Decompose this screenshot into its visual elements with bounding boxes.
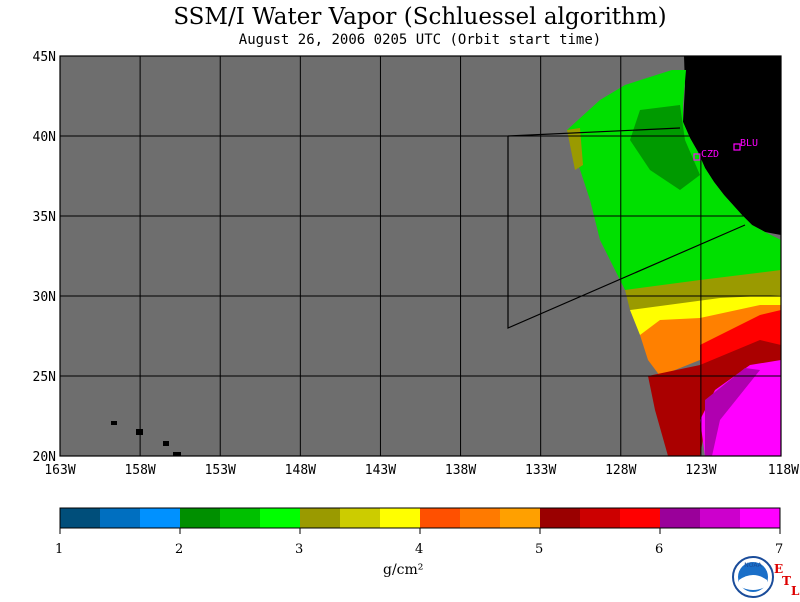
lon-tick-label: 143W <box>365 463 396 478</box>
swath-purple <box>705 368 760 456</box>
lon-tick-label: 123W <box>685 463 716 478</box>
colorbar-swatch <box>60 508 101 528</box>
colorbar-swatch <box>700 508 741 528</box>
lat-tick-label: 20N <box>33 450 56 465</box>
colorbar-swatch <box>340 508 381 528</box>
colorbar-swatch <box>580 508 621 528</box>
flight-track <box>507 136 746 329</box>
colorbar-swatch <box>380 508 421 528</box>
map-frame <box>59 55 782 457</box>
colorbar-swatch <box>540 508 581 528</box>
colorbar-swatch <box>220 508 261 528</box>
latitude-labels: 45N 40N 35N 30N 25N 20N <box>33 50 56 465</box>
colorbar-tick-label: 2 <box>175 542 184 557</box>
land-north-america <box>683 56 781 235</box>
colorbar-tick-label: 5 <box>535 542 544 557</box>
noaa-logo: NOAA <box>732 556 774 602</box>
colorbar-swatch <box>260 508 301 528</box>
lon-tick-label: 163W <box>44 463 75 478</box>
lon-tick-label: 158W <box>124 463 155 478</box>
lon-tick-label: 148W <box>285 463 316 478</box>
noaa-logo-text: NOAA <box>744 562 762 569</box>
colorbar-unit: g/cm² <box>383 562 424 578</box>
colorbar-frame <box>59 507 781 529</box>
colorbar-tick-label: 6 <box>655 542 664 557</box>
island <box>173 452 181 456</box>
lat-tick-label: 25N <box>33 370 56 385</box>
colorbar-tick-label: 7 <box>775 542 784 557</box>
etl-letter-t: T <box>782 574 791 588</box>
station-blu-marker <box>733 143 741 151</box>
chart-subtitle: August 26, 2006 0205 UTC (Orbit start ti… <box>238 32 602 48</box>
colorbar-swatch <box>660 508 701 528</box>
lon-tick-label: 153W <box>205 463 236 478</box>
colorbar-tick-label: 3 <box>295 542 304 557</box>
colorbar-tick-label: 4 <box>415 542 424 557</box>
colorbar-swatch <box>460 508 501 528</box>
chart-title: SSM/I Water Vapor (Schluessel algorithm) <box>173 4 667 30</box>
colorbar <box>59 508 781 534</box>
station-czd-label: CZD <box>701 149 719 160</box>
lon-tick-label: 133W <box>525 463 556 478</box>
swath-magenta <box>700 360 781 456</box>
swath-dark-green <box>630 105 700 190</box>
colorbar-swatch <box>100 508 141 528</box>
lon-tick-label: 118W <box>768 463 799 478</box>
station-czd-marker <box>693 153 701 161</box>
longitude-labels: 163W 158W 153W 148W 143W 138W 133W 128W 123W 118W <box>44 463 799 478</box>
colorbar-swatch <box>140 508 181 528</box>
lat-tick-label: 30N <box>33 290 56 305</box>
flight-track-top <box>507 127 681 137</box>
island <box>136 429 143 435</box>
lat-lon-grid <box>60 56 781 456</box>
colorbar-swatch <box>740 508 781 528</box>
lat-tick-label: 45N <box>33 50 56 65</box>
lon-tick-label: 138W <box>445 463 476 478</box>
island <box>163 441 169 446</box>
etl-letter-l: L <box>791 584 800 598</box>
lon-tick-label: 128W <box>605 463 636 478</box>
station-blu-label: BLU <box>740 138 758 149</box>
island <box>111 421 117 425</box>
colorbar-swatch <box>180 508 221 528</box>
colorbar-swatch <box>420 508 461 528</box>
etl-letter-e: E <box>774 562 784 576</box>
swath-olive-edge <box>567 128 583 170</box>
lat-tick-label: 40N <box>33 130 56 145</box>
colorbar-tick-label: 1 <box>55 542 64 557</box>
lat-tick-label: 35N <box>33 210 56 225</box>
colorbar-swatch <box>620 508 661 528</box>
colorbar-swatch <box>500 508 541 528</box>
colorbar-swatch <box>300 508 341 528</box>
